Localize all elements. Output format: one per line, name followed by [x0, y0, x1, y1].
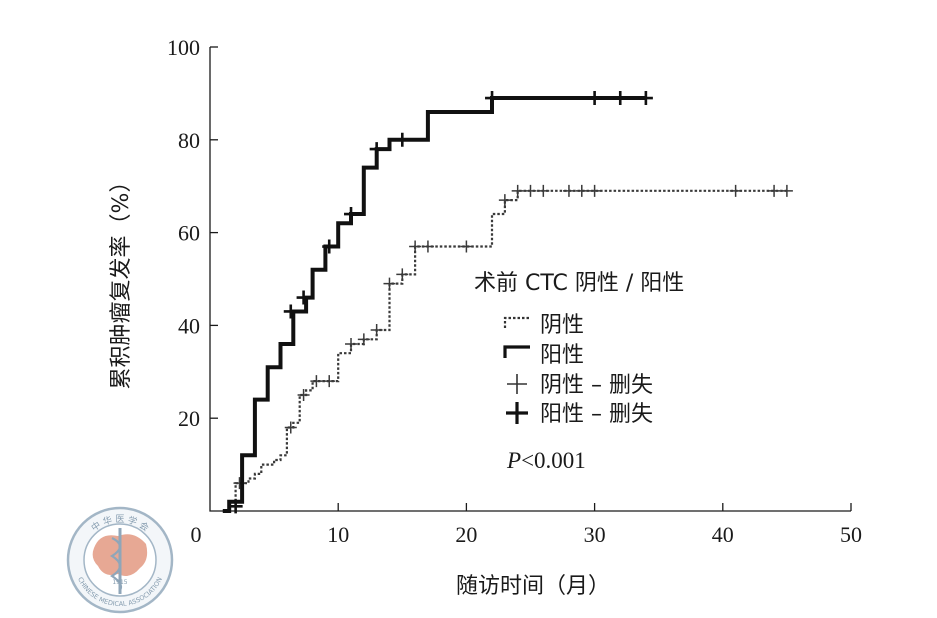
x-tick-label: 20 — [455, 522, 477, 547]
censor-mark-negative — [421, 240, 434, 253]
legend-item-positive-censored: 阳性 – 删失 — [506, 402, 653, 427]
y-axis-title: 累积肿瘤复发率（%） — [109, 171, 134, 390]
y-tick-label: 100 — [167, 35, 200, 60]
legend-item-negative-censored: 阴性 – 删失 — [507, 373, 653, 398]
legend-item-positive: 阳性 — [503, 343, 584, 368]
p-value-annotation: P<0.001 — [506, 448, 586, 473]
censor-mark-negative — [345, 337, 358, 350]
p-value-text: <0.001 — [521, 448, 586, 473]
censor-mark-negative — [511, 184, 524, 197]
p-value-symbol: P — [506, 448, 521, 473]
censor-mark-negative — [323, 375, 336, 388]
censor-mark-negative — [562, 184, 575, 197]
y-tick-label: 20 — [178, 406, 200, 431]
censor-mark-negative — [588, 184, 601, 197]
censor-mark-negative — [729, 184, 742, 197]
censor-mark-negative — [575, 184, 588, 197]
legend-swatch-negative-censored — [507, 374, 527, 394]
legend-item-negative: 阴性 — [503, 313, 584, 338]
axis-frame — [209, 47, 851, 512]
legend-label-negative-censored: 阴性 – 删失 — [540, 373, 653, 398]
series-negative — [222, 184, 793, 513]
legend-swatch-positive-censored — [506, 402, 528, 424]
censor-mark-negative — [780, 184, 793, 197]
censor-mark-positive — [228, 499, 243, 514]
x-tick-label: 0 — [191, 522, 202, 547]
censor-mark-negative — [460, 240, 473, 253]
series-layer — [222, 91, 793, 514]
censor-mark-positive — [322, 239, 337, 254]
censor-mark-positive — [369, 142, 384, 157]
legend-swatch-positive — [503, 345, 530, 358]
censor-mark-positive — [344, 207, 359, 222]
censor-mark-positive — [296, 290, 311, 305]
censor-mark-negative — [357, 333, 370, 346]
censor-mark-positive — [587, 91, 602, 106]
x-tick-label: 10 — [327, 522, 349, 547]
censor-mark-negative — [297, 389, 310, 401]
legend-label-negative: 阴性 — [540, 313, 584, 338]
y-tick-label: 60 — [178, 221, 200, 246]
legend-label-positive-censored: 阳性 – 删失 — [540, 402, 653, 427]
legend-label-positive: 阳性 — [540, 343, 584, 368]
censor-mark-positive — [283, 304, 298, 319]
y-tick-label: 40 — [178, 313, 200, 338]
censor-mark-negative — [396, 268, 409, 281]
censor-mark-negative — [409, 240, 422, 253]
legend: 术前 CTC 阴性 / 阳性 阴性 阳性 阴性 – 删失 阳性 – 删失 — [474, 271, 684, 427]
x-tick-label: 30 — [584, 522, 606, 547]
censor-mark-negative — [383, 277, 396, 290]
legend-swatch-negative — [503, 316, 530, 328]
censor-mark-negative — [370, 324, 383, 337]
x-tick-label: 50 — [840, 522, 862, 547]
censor-mark-negative — [310, 375, 323, 388]
censor-mark-negative — [768, 184, 781, 197]
censor-mark-negative — [524, 184, 537, 197]
series-line-positive — [222, 96, 646, 513]
censor-mark-negative — [498, 194, 511, 207]
axes: 20 40 60 80 100 0 10 20 30 40 50 — [167, 35, 862, 547]
svg-text:1915: 1915 — [112, 579, 127, 586]
censor-mark-positive — [638, 91, 653, 106]
legend-title: 术前 CTC 阴性 / 阳性 — [474, 271, 684, 296]
censor-mark-positive — [485, 91, 500, 106]
censor-mark-positive — [395, 132, 410, 147]
watermark-logo: 中 华 医 学 会 CHINESE MEDICAL ASSOCIATION 19… — [66, 506, 174, 614]
censor-mark-positive — [613, 91, 628, 106]
series-line-negative — [222, 189, 787, 513]
censor-mark-negative — [537, 184, 550, 197]
censor-mark-negative — [284, 421, 297, 434]
y-tick-label: 80 — [178, 128, 200, 153]
x-axis-title: 随访时间（月） — [456, 574, 610, 599]
series-positive — [222, 91, 653, 514]
x-tick-label: 40 — [712, 522, 734, 547]
